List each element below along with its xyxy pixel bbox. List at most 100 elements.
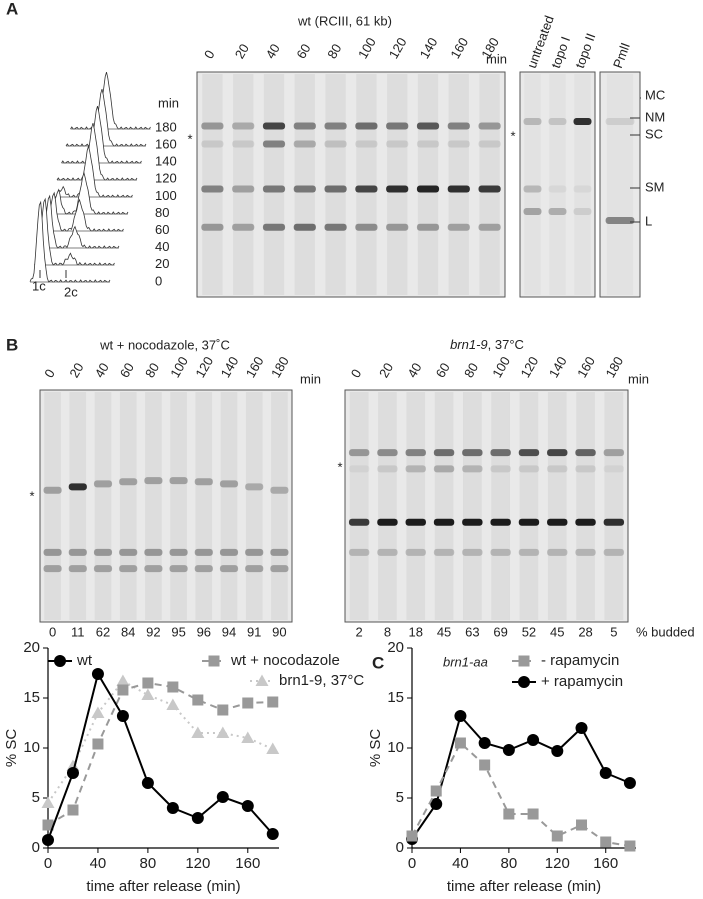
gel-lane: [549, 74, 566, 295]
panel-label: C: [372, 653, 384, 672]
gel-band: [324, 185, 347, 193]
label: 180: [268, 354, 292, 380]
marker: [479, 759, 491, 771]
marker: [167, 681, 179, 693]
gel-band: [447, 223, 470, 231]
gel-band: [548, 208, 567, 215]
label: 90: [272, 624, 286, 639]
gel-band: [324, 122, 347, 130]
panel-label: A: [6, 0, 18, 18]
gel-lane: [69, 392, 87, 620]
label: *: [29, 488, 34, 503]
label: 60: [155, 222, 169, 237]
gel-band: [68, 483, 87, 491]
gel-band: [416, 140, 440, 148]
gel-band: [43, 548, 62, 556]
label: 63: [465, 624, 479, 639]
gel-band: [169, 548, 188, 556]
gel-lane: [574, 74, 591, 295]
marker: [430, 798, 443, 810]
label: 0: [49, 624, 56, 639]
gel-band: [201, 223, 224, 231]
gel-lane: [406, 392, 426, 620]
gel-band: [447, 185, 470, 193]
label: *: [510, 128, 515, 143]
series-line: [411, 713, 631, 840]
gel-band: [348, 465, 370, 473]
gel-band: [416, 185, 440, 193]
gel-band: [603, 465, 625, 473]
gel-band: [605, 217, 635, 224]
label: 0: [155, 273, 162, 288]
marker: [141, 777, 154, 789]
gel-lane: [44, 392, 61, 620]
gel-lane: [519, 392, 539, 620]
marker: [191, 812, 204, 824]
y-tick-label: 10: [387, 739, 404, 756]
label: 69: [493, 624, 507, 639]
x-axis-label: time after release (min): [447, 878, 601, 895]
gel-band: [232, 223, 255, 231]
gel-band: [355, 223, 378, 231]
gel-band: [262, 140, 286, 148]
x-tick-label: 120: [185, 855, 210, 872]
gel-band: [194, 565, 213, 573]
gel-band: [377, 449, 398, 457]
label: topo I: [548, 35, 573, 71]
x-tick-label: 40: [90, 855, 107, 872]
panel-label: B: [6, 335, 18, 354]
gel-band: [386, 140, 409, 148]
gel-band: [433, 465, 455, 473]
label: 20: [376, 360, 396, 380]
series-line: [47, 671, 274, 841]
label: 140: [546, 354, 570, 380]
marker: [216, 726, 230, 738]
gel-band: [68, 548, 87, 556]
gel-band: [416, 122, 440, 130]
label: 40: [263, 41, 283, 61]
label: 140: [155, 154, 177, 169]
gel-band: [293, 140, 316, 148]
label: 28: [578, 624, 592, 639]
gel-band: [232, 140, 255, 148]
marker: [502, 744, 515, 756]
gel-band: [144, 477, 163, 485]
legend-label: brn1-9, 37°C: [279, 672, 364, 689]
y-tick-label: 0: [32, 839, 40, 856]
gel-band: [348, 548, 370, 556]
label: 80: [461, 360, 481, 380]
label: 8: [384, 624, 391, 639]
marker: [241, 731, 255, 743]
gel-band: [462, 465, 483, 473]
gel-band: [293, 185, 316, 193]
gel-lane: [479, 74, 500, 295]
marker: [91, 706, 105, 718]
gel-band: [348, 518, 370, 526]
gel-band: [573, 185, 592, 193]
gel-lane: [434, 392, 454, 620]
gel-band: [386, 223, 409, 231]
gel-band: [547, 449, 568, 457]
marker: [166, 802, 179, 814]
label: 20: [232, 41, 252, 61]
gel-band: [201, 140, 224, 148]
y-tick-label: 15: [23, 689, 40, 706]
gel-band: [43, 565, 62, 573]
legend-marker: [54, 655, 66, 667]
gel-band: [386, 185, 409, 193]
label: 60: [433, 360, 453, 380]
gel-band: [93, 480, 113, 488]
label: 2: [356, 624, 363, 639]
gel-band: [262, 122, 286, 130]
label: topo II: [572, 31, 598, 70]
gel-band: [270, 565, 289, 573]
marker: [242, 697, 254, 709]
gel-band: [119, 565, 138, 573]
gel-band: [603, 518, 625, 526]
label: min: [486, 51, 507, 66]
gel-band: [405, 449, 426, 457]
gel-band: [201, 185, 224, 193]
label: 62: [96, 624, 110, 639]
gel-band: [324, 140, 347, 148]
x-tick-label: 0: [408, 855, 416, 872]
